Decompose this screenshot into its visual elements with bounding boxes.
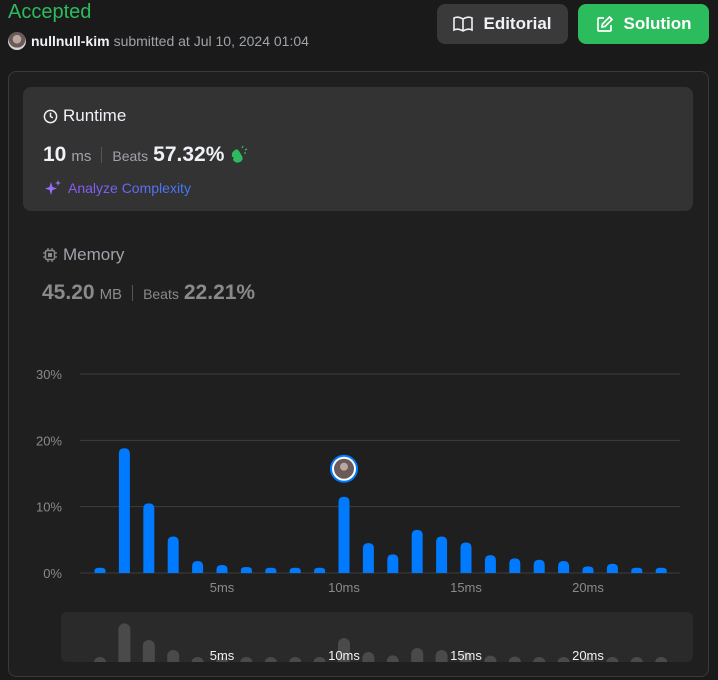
- sparkle-icon: [45, 180, 61, 195]
- runtime-card[interactable]: Runtime 10 ms Beats 57.32% Analyze Compl…: [23, 87, 693, 211]
- y-tick-label: 0%: [43, 566, 62, 581]
- x-tick-label: 15ms: [450, 580, 482, 595]
- memory-section[interactable]: Memory 45.20 MB Beats 22.21%: [42, 245, 255, 305]
- runtime-unit: ms: [71, 148, 92, 165]
- chart-bar: [265, 567, 277, 573]
- memory-beats-value: 22.21%: [183, 281, 256, 304]
- overview-tick-label: 10ms: [328, 648, 360, 662]
- x-tick-label: 10ms: [328, 580, 360, 595]
- memory-stats: 45.20 MB Beats 22.21%: [42, 281, 255, 305]
- overview-bar: [289, 657, 302, 667]
- chart-bar: [582, 566, 594, 573]
- memory-title-text: Memory: [63, 245, 125, 264]
- chart-bar: [240, 567, 252, 573]
- overview-bar: [606, 657, 619, 667]
- overview-bar: [191, 657, 204, 667]
- overview-bar: [508, 656, 521, 667]
- overview-bar: [240, 657, 253, 667]
- runtime-title-text: Runtime: [63, 106, 127, 125]
- runtime-value: 10: [43, 143, 67, 166]
- editorial-label: Editorial: [483, 14, 552, 33]
- overview-bar: [313, 657, 326, 667]
- chart-bar: [558, 561, 570, 573]
- overview-bar: [264, 657, 277, 667]
- chart-bar: [631, 567, 643, 573]
- chart-bar: [533, 559, 545, 573]
- overview-bar: [484, 655, 497, 667]
- overview-bar: [167, 650, 180, 667]
- memory-unit: MB: [99, 286, 123, 303]
- analyze-complexity-link[interactable]: Analyze Complexity: [43, 178, 191, 198]
- runtime-beats-label: Beats: [112, 148, 149, 164]
- chart-bar: [289, 567, 301, 573]
- analyze-complexity-label: Analyze Complexity: [68, 180, 191, 196]
- clapping-hands-icon: [232, 145, 248, 163]
- chart-bar: [460, 542, 472, 573]
- overview-tick-label: 15ms: [450, 648, 482, 662]
- overview-tick-label: 20ms: [572, 648, 604, 662]
- chart-bar: [484, 555, 496, 573]
- runtime-distribution-chart[interactable]: 0% 10% 20% 30% 5ms 10ms 15ms 20ms: [0, 0, 718, 612]
- chart-bar: [338, 496, 350, 573]
- overview-bar: [655, 657, 668, 667]
- chart-bar: [94, 567, 106, 573]
- chart-bar: [314, 567, 326, 573]
- username-link[interactable]: nullnull-kim: [31, 33, 110, 49]
- chart-bar: [192, 561, 204, 573]
- overview-bar: [557, 657, 570, 667]
- chart-bar: [655, 567, 667, 573]
- book-icon: [453, 16, 474, 32]
- chart-bar: [411, 529, 423, 573]
- chart-bar: [387, 554, 399, 573]
- edit-icon: [596, 15, 613, 32]
- memory-divider: [132, 285, 134, 301]
- runtime-divider: [101, 147, 103, 163]
- clock-icon: [43, 109, 58, 123]
- submission-meta: nullnull-kim submitted at Jul 10, 2024 0…: [8, 32, 309, 50]
- overview-bar: [338, 638, 350, 667]
- overview-bar: [435, 650, 448, 667]
- overview-bar: [386, 655, 399, 667]
- overview-bar: [362, 652, 375, 667]
- editorial-button[interactable]: Editorial: [437, 4, 568, 44]
- chart-bar: [436, 536, 448, 573]
- memory-title: Memory: [42, 245, 255, 265]
- memory-value: 45.20: [42, 281, 95, 304]
- overview-minibars[interactable]: 5ms 10ms 15ms 20ms: [61, 612, 693, 667]
- y-tick-label: 10%: [36, 500, 62, 515]
- y-tick-label: 30%: [36, 367, 62, 382]
- chart-bar: [362, 543, 374, 573]
- user-avatar-marker-head: [340, 462, 348, 471]
- overview-tick-label: 5ms: [210, 648, 235, 662]
- chart-bar: [509, 558, 521, 573]
- chart-bar: [216, 565, 228, 573]
- solution-button[interactable]: Solution: [578, 4, 709, 44]
- chart-bar: [167, 536, 179, 573]
- chart-bar: [143, 503, 155, 573]
- chip-icon: [43, 248, 57, 262]
- chart-bar: [606, 563, 618, 573]
- overview-bar: [533, 657, 546, 667]
- overview-bar: [630, 657, 643, 667]
- chart-range-overview[interactable]: 5ms 10ms 15ms 20ms: [61, 612, 693, 667]
- runtime-title: Runtime: [43, 106, 126, 126]
- runtime-stats: 10 ms Beats 57.32%: [43, 143, 248, 167]
- overview-bar: [142, 640, 155, 667]
- memory-beats-label: Beats: [143, 286, 179, 302]
- y-tick-label: 20%: [36, 433, 62, 448]
- chart-bar: [118, 448, 130, 573]
- x-tick-label: 5ms: [210, 580, 235, 595]
- overview-bar: [94, 657, 106, 667]
- x-tick-label: 20ms: [572, 580, 604, 595]
- submission-status: Accepted: [8, 1, 92, 23]
- avatar[interactable]: [8, 32, 26, 50]
- overview-bar: [411, 648, 424, 667]
- solution-label: Solution: [623, 14, 692, 33]
- submitted-time: submitted at Jul 10, 2024 01:04: [113, 33, 309, 49]
- runtime-beats-value: 57.32%: [153, 143, 225, 166]
- overview-bar: [118, 623, 131, 667]
